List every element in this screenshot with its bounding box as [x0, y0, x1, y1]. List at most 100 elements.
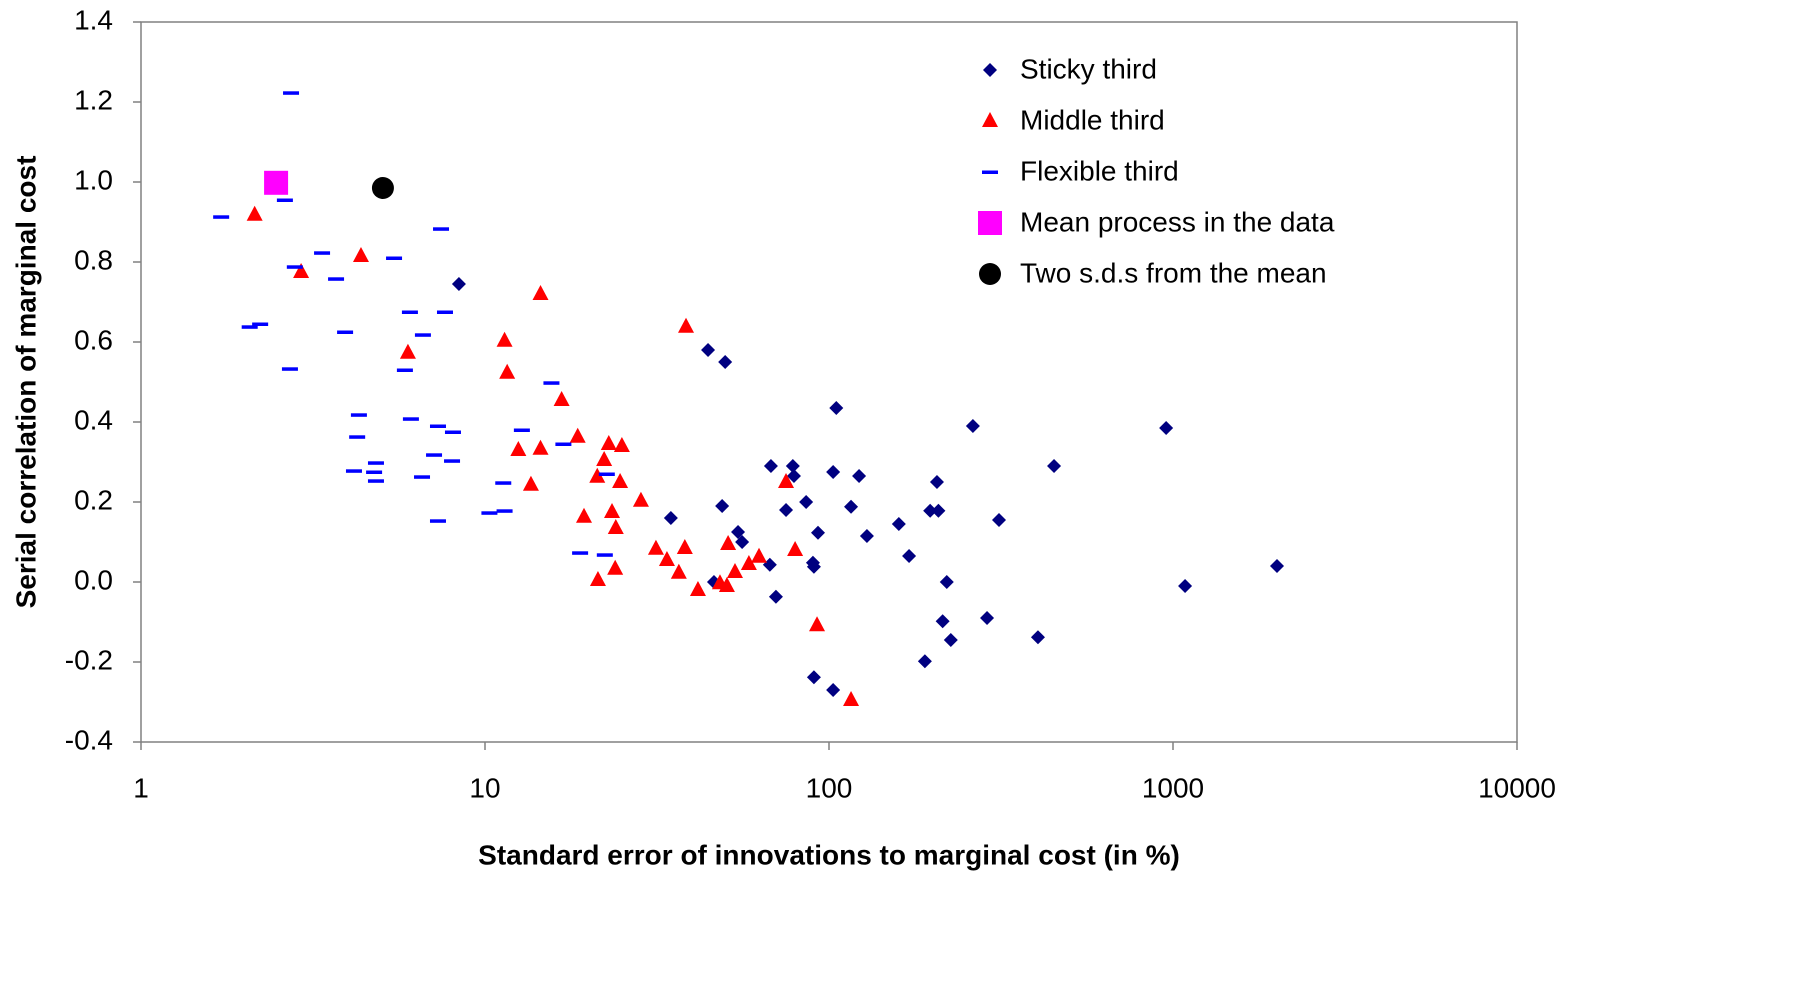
point	[429, 424, 446, 428]
point	[576, 507, 593, 523]
y-tick-label: 1.4	[74, 4, 113, 35]
legend-marker	[978, 211, 1002, 235]
legend-label: Sticky third	[1020, 53, 1157, 84]
point	[496, 331, 513, 347]
legend-marker	[979, 263, 1001, 285]
point	[481, 511, 498, 515]
point	[806, 670, 821, 685]
point	[613, 437, 630, 452]
y-tick-label: 1.0	[74, 164, 113, 195]
point	[612, 473, 629, 488]
point	[718, 355, 733, 369]
point	[980, 611, 995, 625]
point	[543, 381, 560, 385]
point	[246, 205, 263, 221]
point	[658, 551, 675, 566]
point	[891, 517, 906, 531]
point	[607, 519, 624, 534]
point	[844, 499, 859, 514]
point	[785, 459, 800, 473]
point	[414, 333, 431, 337]
point	[532, 285, 549, 300]
x-tick-label: 10	[469, 772, 500, 803]
point	[401, 310, 418, 314]
point	[787, 541, 804, 556]
point	[859, 529, 874, 543]
point	[647, 539, 664, 555]
point	[632, 491, 649, 507]
point	[596, 451, 613, 466]
point	[396, 368, 413, 372]
point	[572, 551, 589, 555]
point	[676, 539, 693, 554]
point	[213, 215, 230, 219]
point	[843, 691, 860, 706]
point	[751, 547, 768, 563]
point	[779, 503, 794, 517]
point	[436, 310, 453, 314]
point	[414, 475, 431, 479]
point	[241, 325, 258, 329]
y-tick-label: -0.2	[65, 644, 113, 675]
point	[731, 525, 746, 539]
point	[943, 633, 958, 647]
point	[923, 503, 938, 518]
point	[513, 428, 530, 432]
point	[778, 473, 795, 488]
point	[328, 277, 345, 281]
y-tick-label: 1.2	[74, 84, 113, 115]
point	[589, 571, 606, 586]
point	[689, 581, 706, 596]
point	[991, 513, 1006, 527]
point	[929, 475, 944, 489]
point	[786, 469, 801, 483]
point	[1159, 421, 1174, 435]
legend-label: Mean process in the data	[1020, 206, 1335, 237]
point	[451, 277, 466, 291]
point	[931, 503, 946, 518]
point	[1030, 630, 1045, 645]
point	[718, 577, 735, 592]
point	[663, 511, 678, 525]
point	[286, 265, 303, 269]
point	[433, 227, 450, 231]
point	[810, 525, 825, 540]
point	[701, 343, 716, 357]
x-tick-label: 100	[806, 772, 853, 803]
point	[670, 563, 687, 579]
point	[589, 467, 606, 483]
point	[902, 549, 917, 563]
point	[371, 177, 394, 199]
legend-marker	[982, 170, 998, 174]
point	[283, 91, 300, 95]
point	[264, 170, 289, 195]
point	[917, 654, 932, 669]
point	[826, 683, 841, 697]
point	[939, 575, 954, 589]
point	[293, 263, 310, 278]
point	[349, 435, 366, 439]
point	[799, 495, 814, 509]
point	[1178, 579, 1193, 593]
point	[402, 417, 419, 421]
point	[444, 459, 461, 463]
point	[598, 472, 615, 476]
point	[1047, 459, 1062, 473]
point	[715, 499, 730, 513]
plot-frame	[140, 21, 1518, 743]
y-tick-label: 0.2	[74, 484, 113, 515]
point	[337, 330, 354, 334]
point	[1270, 559, 1285, 573]
point	[740, 555, 757, 570]
point	[532, 439, 549, 455]
point	[826, 465, 841, 479]
x-tick-label: 10000	[1478, 772, 1556, 803]
point	[276, 198, 293, 202]
point	[569, 427, 586, 443]
x-tick-label: 1	[133, 772, 149, 803]
x-axis-title: Standard error of innovations to margina…	[478, 839, 1180, 870]
point	[678, 317, 695, 333]
point	[496, 509, 513, 513]
legend-marker	[982, 112, 998, 127]
x-tick-label: 1000	[1142, 772, 1204, 803]
